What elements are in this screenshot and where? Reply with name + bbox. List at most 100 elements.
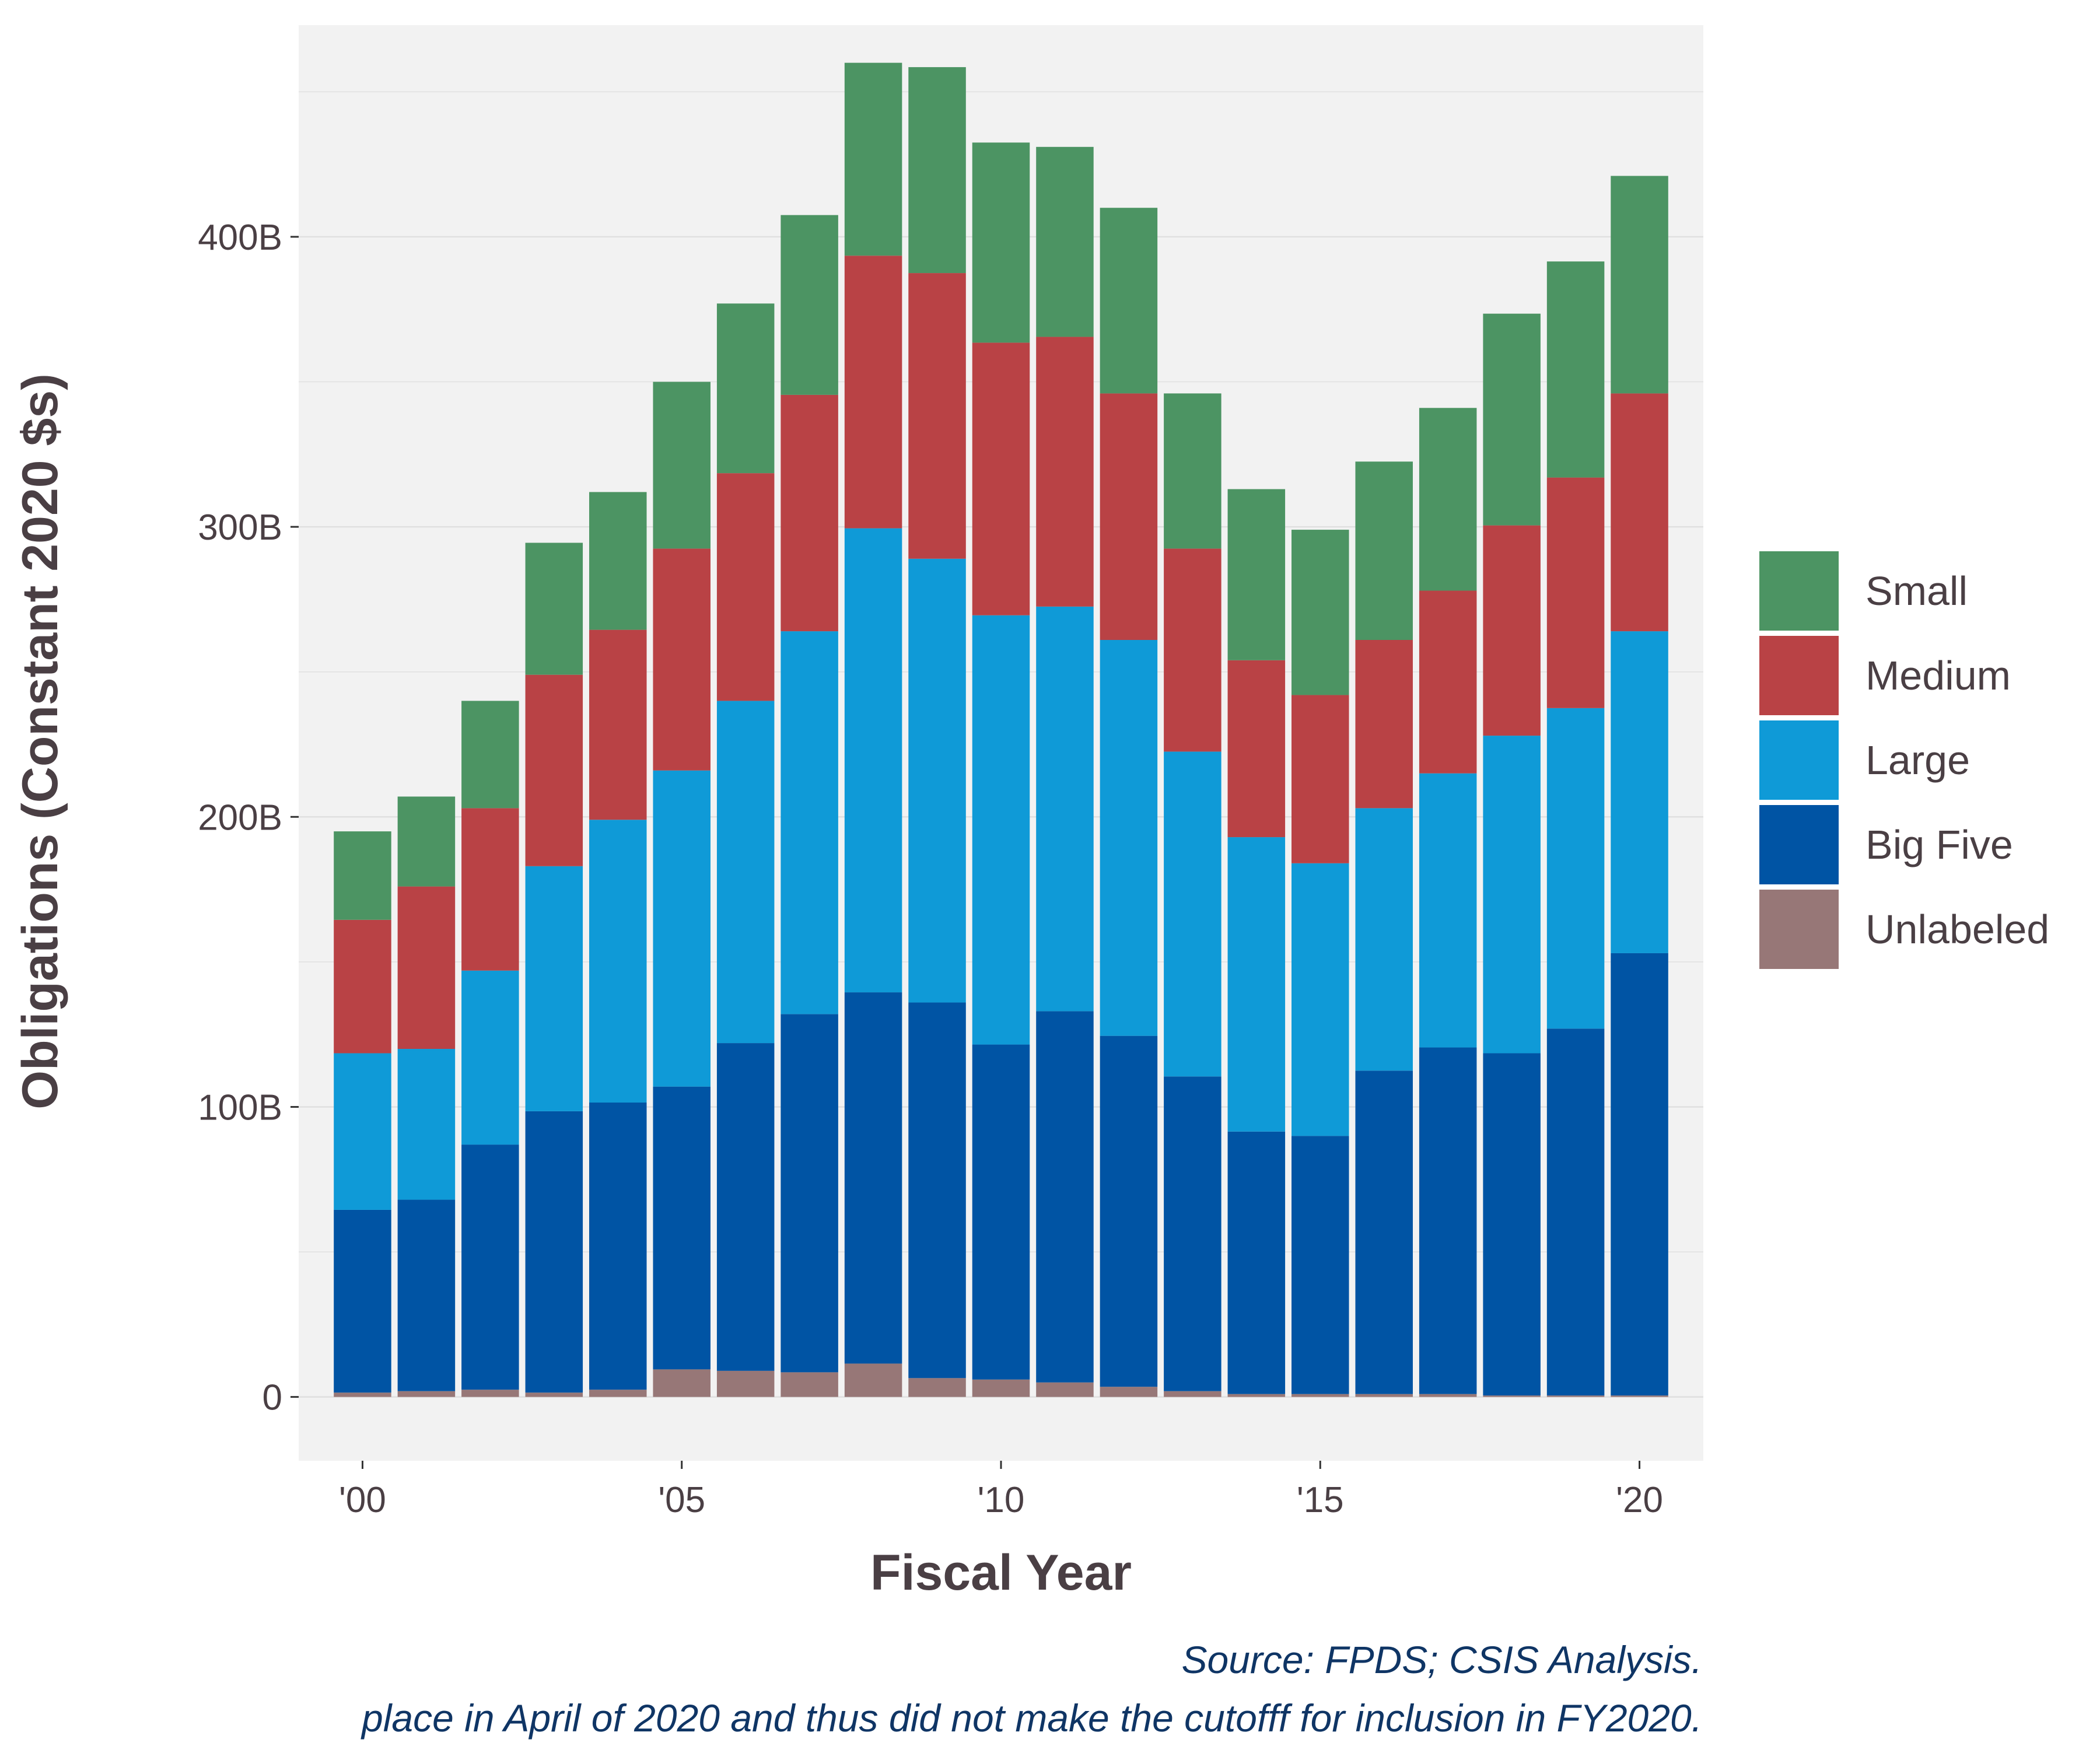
bar-segment-large-2001 <box>397 1049 456 1200</box>
bar-segment-large-2004 <box>589 820 647 1103</box>
bar-segment-small-2008 <box>844 62 902 256</box>
bar-segment-small-2000 <box>334 831 391 920</box>
bar-segment-small-2004 <box>589 492 647 630</box>
bar-segment-medium-2017 <box>1419 590 1477 774</box>
bar-segment-medium-2015 <box>1292 695 1349 863</box>
bar-segment-large-2000 <box>334 1053 391 1210</box>
bar-segment-medium-2009 <box>908 273 966 559</box>
bar-segment-big-five-2003 <box>525 1111 583 1393</box>
bar-stack-2017 <box>1419 408 1477 1397</box>
bars <box>334 62 1668 1397</box>
bar-segment-small-2005 <box>653 382 710 549</box>
bar-segment-medium-2010 <box>972 342 1030 615</box>
bar-segment-big-five-2007 <box>780 1014 838 1373</box>
bar-segment-unlabeled-2010 <box>972 1379 1030 1397</box>
bar-segment-large-2018 <box>1483 736 1541 1054</box>
bar-segment-medium-2016 <box>1355 640 1413 809</box>
bar-stack-2012 <box>1100 208 1158 1397</box>
bar-segment-small-2007 <box>780 215 838 395</box>
bar-segment-unlabeled-2020 <box>1611 1395 1668 1397</box>
bar-segment-unlabeled-2005 <box>653 1369 710 1397</box>
bar-stack-2011 <box>1036 146 1094 1397</box>
bar-segment-unlabeled-2019 <box>1546 1395 1605 1397</box>
bar-segment-large-2006 <box>716 701 775 1044</box>
x-axis-ticks: '00 '05 '10 '15 '20 <box>339 1461 1663 1520</box>
bar-segment-unlabeled-2002 <box>461 1390 519 1397</box>
bar-segment-big-five-2006 <box>716 1043 775 1371</box>
bar-stack-2018 <box>1483 313 1541 1397</box>
bar-stack-2015 <box>1292 530 1349 1397</box>
bar-stack-2020 <box>1611 176 1668 1397</box>
bar-segment-unlabeled-2008 <box>844 1363 902 1397</box>
bar-segment-large-2020 <box>1611 631 1668 953</box>
bar-segment-small-2013 <box>1164 393 1222 549</box>
bar-segment-medium-2007 <box>780 394 838 632</box>
bar-segment-large-2013 <box>1164 751 1222 1077</box>
bar-stack-2003 <box>525 543 583 1397</box>
bar-segment-big-five-2015 <box>1292 1136 1349 1394</box>
bar-segment-medium-2002 <box>461 808 519 971</box>
bar-segment-small-2017 <box>1419 408 1477 591</box>
bar-segment-unlabeled-2004 <box>589 1390 647 1397</box>
legend-label-large: Large <box>1866 737 1970 783</box>
bar-stack-2004 <box>589 492 647 1397</box>
legend-key-big-five <box>1759 805 1839 884</box>
bar-segment-small-2014 <box>1227 489 1286 660</box>
bar-segment-unlabeled-2000 <box>334 1392 391 1397</box>
bar-segment-medium-2019 <box>1546 477 1605 708</box>
bar-segment-unlabeled-2001 <box>397 1391 456 1397</box>
bar-segment-unlabeled-2015 <box>1292 1394 1349 1397</box>
bar-segment-unlabeled-2012 <box>1100 1387 1158 1397</box>
bar-stack-2007 <box>780 215 838 1397</box>
y-tick-label: 300B <box>198 508 282 548</box>
bar-segment-medium-2001 <box>397 886 456 1049</box>
bar-segment-unlabeled-2017 <box>1419 1394 1477 1397</box>
bar-stack-2005 <box>653 382 710 1397</box>
bar-stack-2013 <box>1164 393 1222 1397</box>
bar-segment-medium-2003 <box>525 674 583 866</box>
bar-segment-big-five-2002 <box>461 1145 519 1390</box>
bar-segment-big-five-2001 <box>397 1199 456 1391</box>
y-tick-label: 0 <box>262 1378 282 1418</box>
bar-segment-big-five-2012 <box>1100 1035 1158 1387</box>
legend-label-small: Small <box>1866 568 1968 614</box>
bar-stack-2001 <box>397 796 456 1397</box>
bar-segment-unlabeled-2014 <box>1227 1394 1286 1397</box>
bar-segment-big-five-2014 <box>1227 1131 1286 1394</box>
bar-segment-medium-2018 <box>1483 525 1541 736</box>
bar-segment-small-2002 <box>461 701 519 809</box>
y-axis-title: Obligations (Constant 2020 $s) <box>12 373 68 1110</box>
legend-key-unlabeled <box>1759 890 1839 969</box>
bar-segment-small-2009 <box>908 67 966 274</box>
bar-segment-big-five-2017 <box>1419 1047 1477 1394</box>
bar-segment-large-2019 <box>1546 708 1605 1029</box>
legend-label-medium: Medium <box>1866 653 2011 698</box>
bar-segment-big-five-2000 <box>334 1209 391 1393</box>
bar-segment-small-2016 <box>1355 461 1413 641</box>
bar-stack-2016 <box>1355 461 1413 1397</box>
bar-segment-small-2018 <box>1483 313 1541 526</box>
caption-note: place in April of 2020 and thus did not … <box>360 1696 1702 1740</box>
bar-segment-large-2014 <box>1227 837 1286 1132</box>
bar-segment-large-2012 <box>1100 640 1158 1036</box>
bar-segment-big-five-2004 <box>589 1102 647 1390</box>
bar-segment-small-2012 <box>1100 208 1158 394</box>
bar-segment-medium-2012 <box>1100 393 1158 641</box>
y-tick-label: 100B <box>198 1087 282 1128</box>
bar-segment-unlabeled-2016 <box>1355 1394 1413 1397</box>
legend-key-small <box>1759 551 1839 631</box>
bar-segment-big-five-2019 <box>1546 1028 1605 1396</box>
bar-segment-small-2006 <box>716 303 775 474</box>
y-axis-ticks: 0 100B 200B 300B 400B <box>198 218 299 1418</box>
bar-segment-small-2015 <box>1292 530 1349 695</box>
bar-stack-2014 <box>1227 489 1286 1397</box>
bar-stack-2006 <box>716 303 775 1397</box>
bar-segment-large-2017 <box>1419 773 1477 1048</box>
y-tick-label: 400B <box>198 218 282 258</box>
y-tick-label: 200B <box>198 797 282 838</box>
bar-segment-unlabeled-2006 <box>716 1370 775 1397</box>
bar-segment-large-2010 <box>972 615 1030 1045</box>
bar-segment-large-2007 <box>780 631 838 1014</box>
bar-segment-large-2016 <box>1355 808 1413 1071</box>
bar-segment-small-2011 <box>1036 146 1094 337</box>
